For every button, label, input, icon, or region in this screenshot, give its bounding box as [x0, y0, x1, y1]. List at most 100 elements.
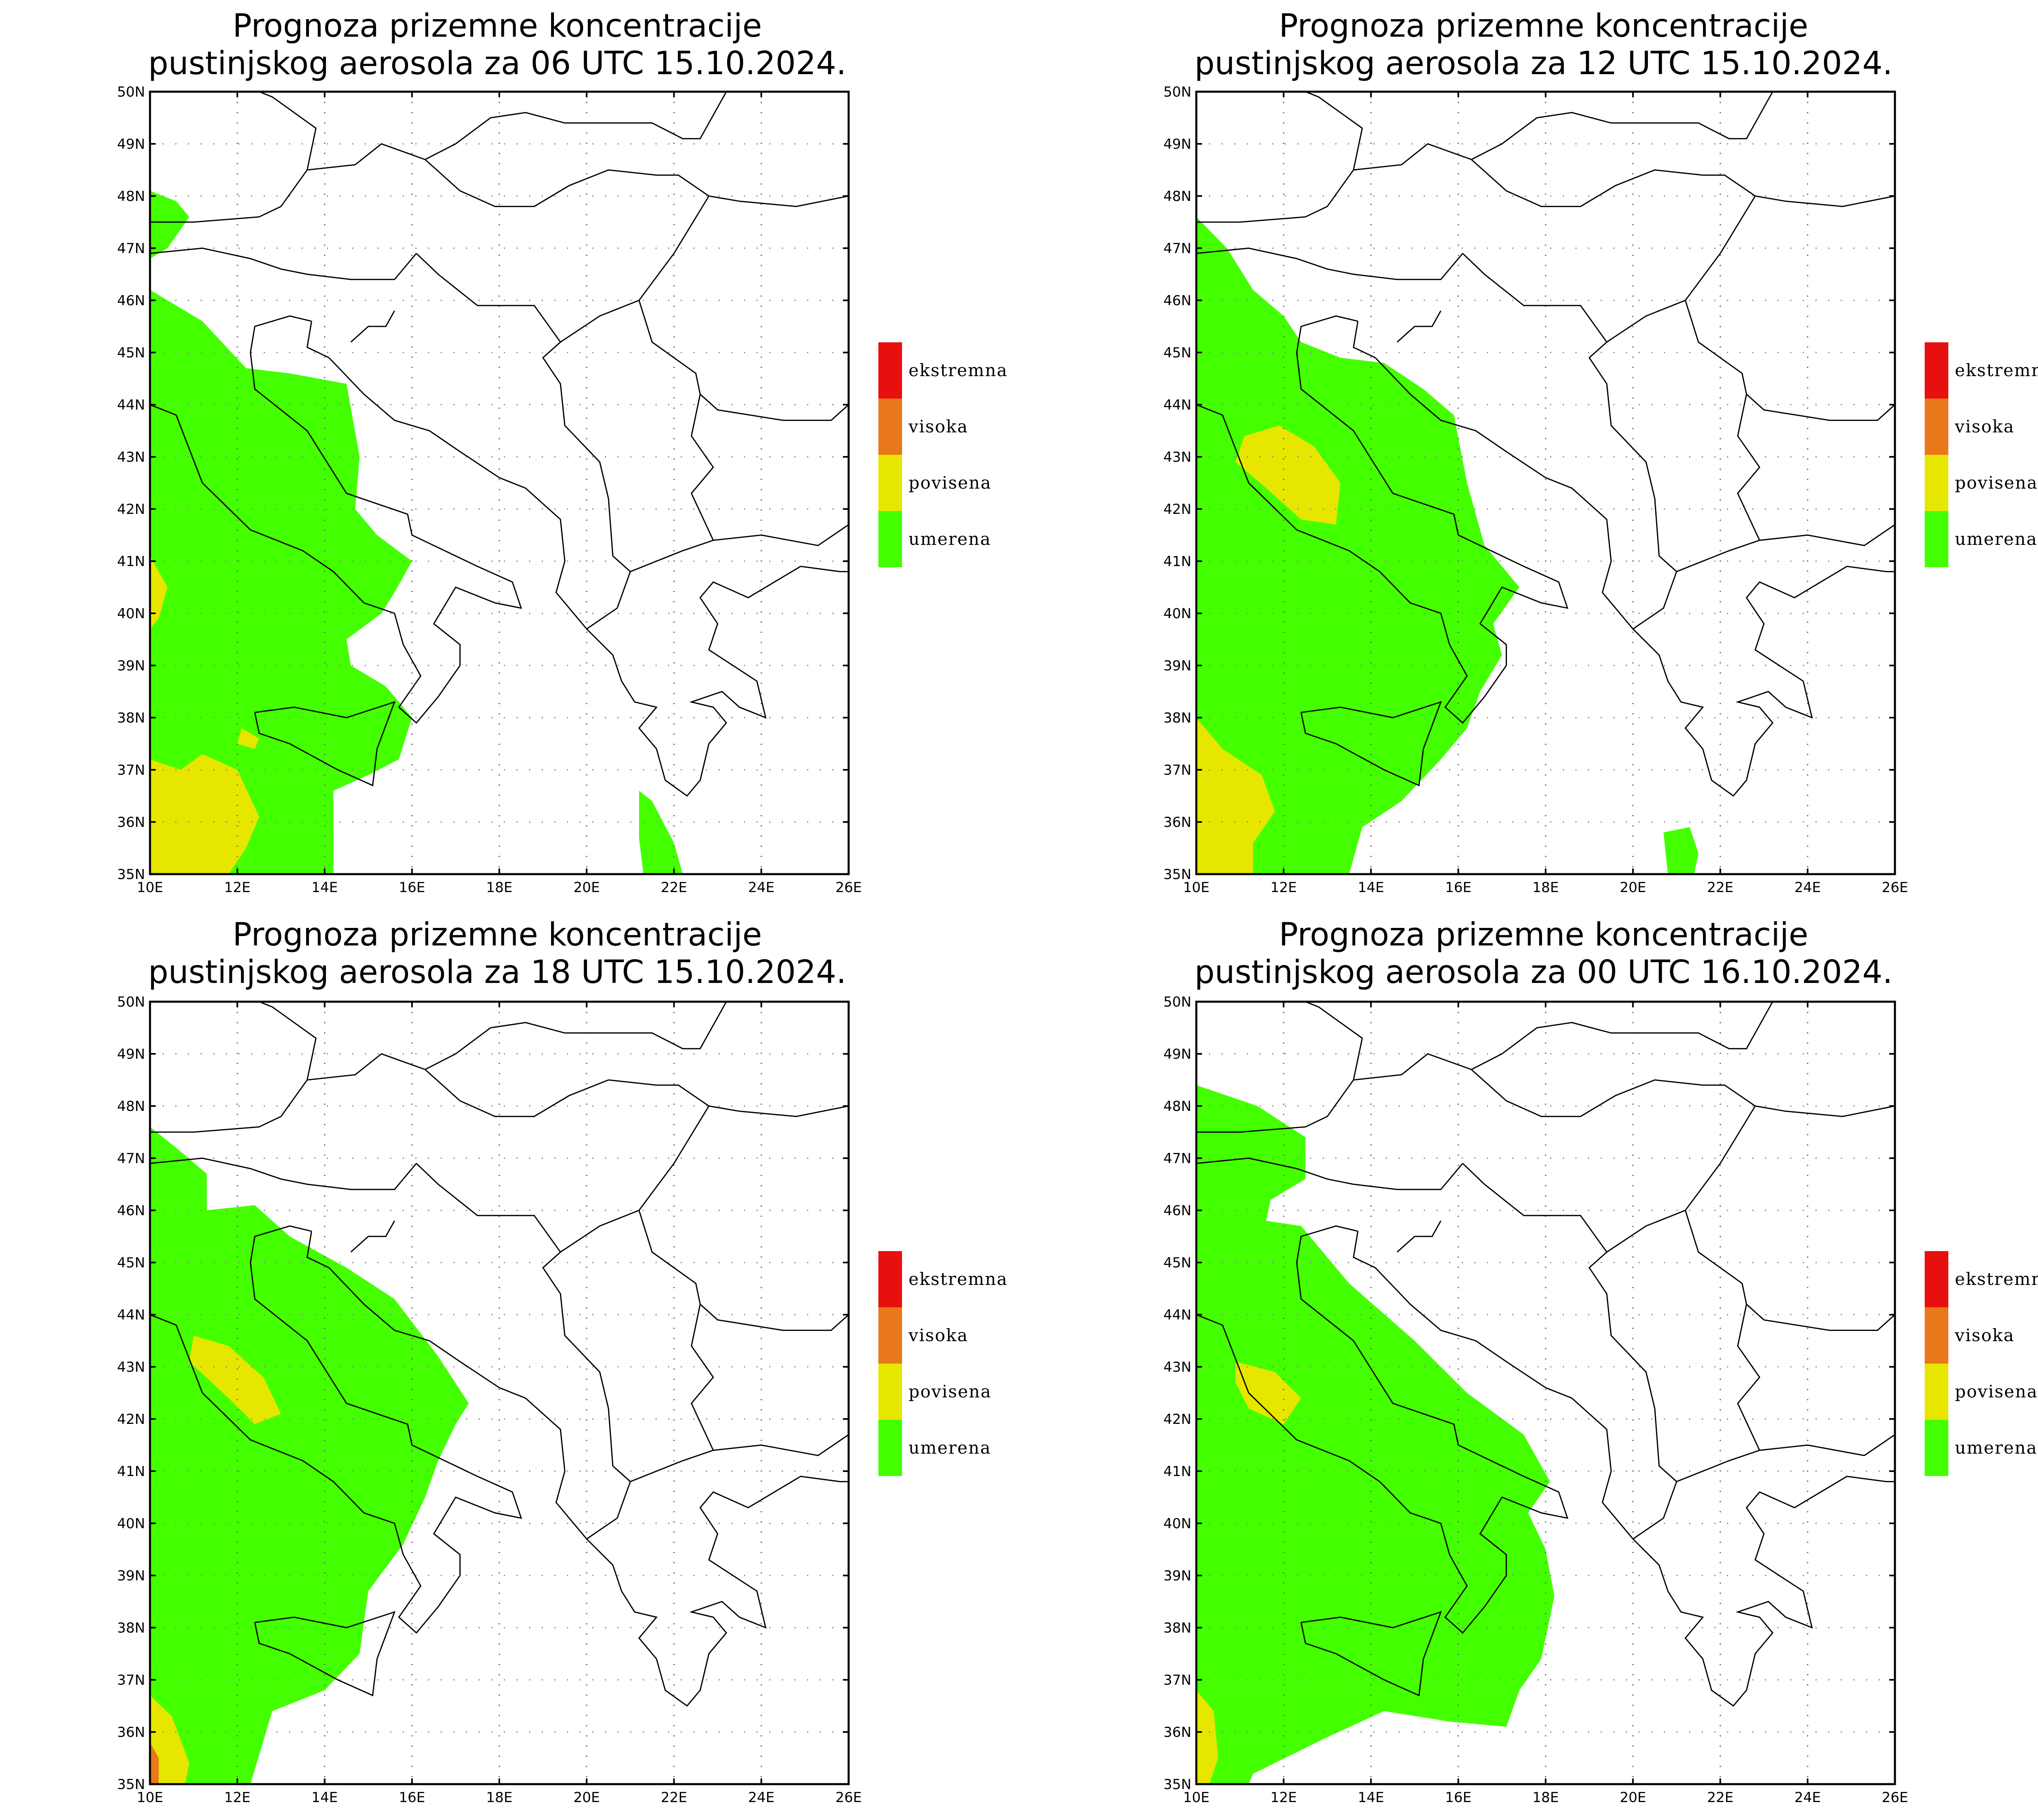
lon-tick-label: 22E: [1707, 879, 1734, 896]
legend-label: visoka: [909, 416, 968, 436]
lat-tick-label: 46N: [1163, 293, 1191, 309]
map-plot: 10E 12E 14E 16E 18E 20E 22E 24E 26E 35N 36N 37N 38N 3…: [1163, 994, 1908, 1806]
map-outline: [1352, 1231, 1895, 1707]
title-line-2: pustinjskog aerosola za 06 UTC 15.10.202…: [148, 45, 847, 82]
lat-tick-label: 43N: [1163, 449, 1191, 465]
legend-label: ekstremna: [909, 360, 1008, 380]
legend-label: visoka: [1955, 1325, 2015, 1345]
lon-tick-label: 16E: [399, 879, 425, 896]
lon-tick-label: 12E: [224, 1789, 251, 1806]
map-outline: [630, 394, 714, 572]
map-outline: [259, 92, 317, 170]
legend-swatch: [878, 511, 902, 567]
lon-tick-label: 20E: [1620, 879, 1646, 896]
map-outline: [1353, 253, 1463, 280]
lon-tick-label: 20E: [573, 879, 600, 896]
lat-tick-label: 45N: [117, 345, 145, 361]
lon-tick-label: 10E: [137, 1789, 163, 1806]
map-outline: [350, 310, 395, 343]
lon-tick-label: 18E: [486, 879, 513, 896]
map-outline: [1396, 1220, 1442, 1253]
lat-tick-label: 37N: [1163, 1672, 1191, 1688]
map-outline: [1352, 321, 1895, 797]
plot-area: [150, 1002, 849, 1784]
lon-tick-label: 18E: [486, 1789, 513, 1806]
title-line-1: Prognoza prizemne koncentracije: [232, 8, 762, 44]
lat-tick-label: 37N: [117, 762, 145, 778]
map-outline: [560, 1210, 849, 1331]
aerosol-zone-umerena: [150, 191, 190, 259]
aerosol-zone-povisena: [237, 728, 259, 749]
lat-tick-label: 44N: [117, 1307, 145, 1323]
lat-tick-label: 44N: [1163, 1307, 1191, 1323]
lon-tick-label: 24E: [1794, 1789, 1821, 1806]
lat-tick-label: 49N: [1163, 1046, 1191, 1062]
aerosol-zone-povisena: [150, 754, 259, 874]
lon-tick-label: 22E: [661, 879, 687, 896]
panel-00utc: Prognoza prizemne koncentracije pustinjs…: [1046, 910, 2038, 1820]
lon-tick-label: 24E: [748, 879, 774, 896]
panel-title: Prognoza prizemne koncentracije pustinjs…: [147, 916, 848, 991]
lon-tick-label: 12E: [1270, 1789, 1297, 1806]
lat-tick-label: 45N: [1163, 345, 1191, 361]
lat-tick-label: 41N: [1163, 553, 1191, 570]
lat-tick-label: 50N: [117, 994, 145, 1010]
lat-tick-label: 44N: [117, 397, 145, 413]
map-outline: [1471, 1002, 1773, 1070]
legend-label: povisena: [1955, 1382, 2038, 1401]
lat-tick-label: 39N: [117, 1568, 145, 1584]
aerosol-zone-umerena: [150, 1127, 469, 1784]
title-line-1: Prognoza prizemne koncentracije: [1279, 8, 1809, 44]
legend-label: ekstremna: [1955, 360, 2038, 380]
lat-tick-label: 38N: [1163, 710, 1191, 726]
lat-tick-label: 47N: [117, 240, 145, 257]
map-outline: [254, 1611, 396, 1697]
map-outline: [1606, 300, 1895, 421]
lat-tick-label: 45N: [117, 1255, 145, 1271]
lon-tick-label: 14E: [311, 879, 338, 896]
lat-tick-label: 48N: [117, 188, 145, 205]
aerosol-zone-visoka: [150, 1742, 159, 1784]
map-outline: [1462, 253, 1678, 630]
lon-tick-label: 24E: [1794, 879, 1821, 896]
map-outline: [1396, 310, 1442, 343]
legend-label: umerena: [1955, 529, 2038, 549]
map-outline: [350, 1220, 395, 1253]
panel-title: Prognoza prizemne koncentracije pustinjs…: [1193, 7, 1894, 82]
map-outline: [1196, 1053, 1895, 1133]
title-line-2: pustinjskog aerosola za 00 UTC 16.10.202…: [1194, 954, 1893, 991]
map-outline: [1300, 701, 1442, 787]
legend-swatch: [878, 1364, 902, 1420]
lat-tick-label: 40N: [1163, 1516, 1191, 1532]
map-outline: [713, 1434, 849, 1456]
lat-tick-label: 48N: [117, 1098, 145, 1115]
legend-label: ekstremna: [909, 1269, 1008, 1289]
plot-area: [1196, 92, 1895, 874]
map-outline: [306, 321, 849, 797]
map-outline: [1685, 1106, 1756, 1211]
lat-tick-label: 43N: [117, 449, 145, 465]
lat-tick-label: 47N: [1163, 240, 1191, 257]
aerosol-zone-umerena: [1663, 827, 1698, 874]
lat-tick-label: 47N: [117, 1150, 145, 1167]
aerosol-zone-povisena: [1235, 425, 1341, 525]
map-outline: [1196, 1225, 1568, 1634]
lat-tick-label: 46N: [117, 293, 145, 309]
map-outline: [1685, 196, 1756, 301]
lat-tick-label: 37N: [117, 1672, 145, 1688]
legend-swatch: [1925, 1307, 1948, 1364]
map-plot: 10E 12E 14E 16E 18E 20E 22E 24E 26E 35N 36N 37N 38N 3…: [117, 994, 862, 1806]
lat-tick-label: 35N: [117, 1776, 145, 1793]
plot-area: [1196, 1002, 1895, 1784]
lat-tick-label: 38N: [117, 1620, 145, 1636]
map-outline: [1759, 524, 1895, 546]
map-outline: [1353, 1163, 1463, 1190]
map-outline: [1471, 92, 1773, 160]
lat-tick-label: 46N: [1163, 1203, 1191, 1219]
map-outline: [150, 1053, 849, 1133]
lat-tick-label: 38N: [117, 710, 145, 726]
lon-tick-label: 12E: [224, 879, 251, 896]
map-outline: [1305, 92, 1363, 170]
title-line-2: pustinjskog aerosola za 12 UTC 15.10.202…: [1194, 45, 1893, 82]
legend-swatch: [1925, 399, 1948, 455]
